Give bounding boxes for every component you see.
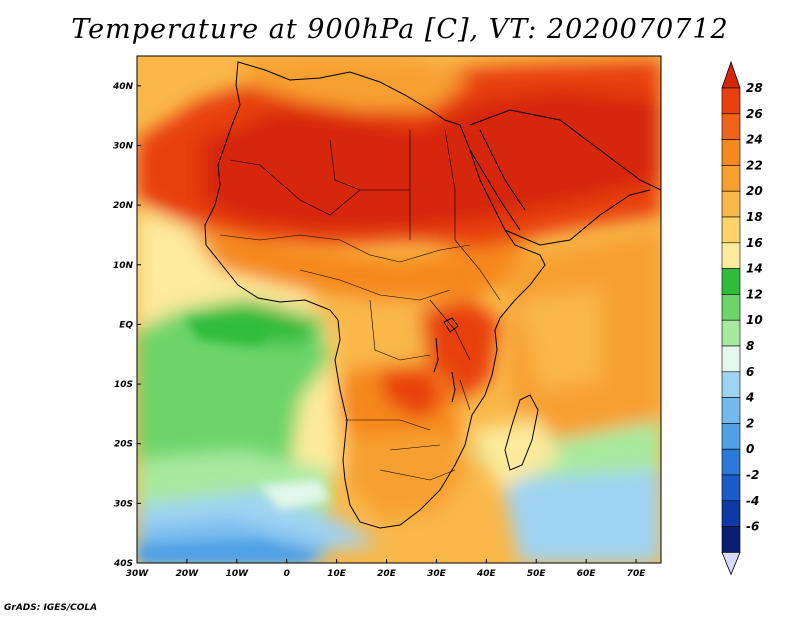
lat-tick-label: 40N [112, 82, 134, 92]
lat-tick-label: 10S [114, 380, 133, 390]
lat-tick-label: EQ [119, 320, 133, 330]
colorbar-swatch [721, 371, 741, 398]
colorbar-label: 26 [746, 107, 763, 121]
lat-tick-label: 10N [113, 261, 134, 271]
colorbar-swatch [721, 113, 741, 140]
lon-tick-label: 10W [226, 569, 250, 579]
lake-victoria [443, 317, 459, 333]
border-east [429, 239, 501, 411]
colorbar-swatch [721, 474, 741, 502]
colorbar-label: 4 [745, 391, 754, 405]
colorbar-swatch [721, 448, 741, 476]
field-med-22 [240, 56, 470, 110]
lon-tick-label: 40E [476, 569, 497, 579]
colorbar-swatch [721, 139, 741, 166]
colorbar-label: 16 [746, 236, 763, 250]
plot-frame [136, 55, 662, 564]
border-central [299, 269, 451, 361]
red-sea-coast [469, 129, 526, 231]
colorbar-label: 18 [746, 210, 763, 224]
lat-tick-label: 40S [113, 559, 133, 569]
field-south-ocean-4 [140, 540, 320, 563]
lake-tanganyika [433, 337, 439, 373]
colorbar-top-arrow [721, 60, 741, 89]
colorbar-swatch [721, 423, 741, 450]
border-south [345, 419, 456, 481]
lat-tick-label: 30S [114, 499, 133, 509]
madagascar-coastline [504, 394, 539, 471]
lake-malawi [451, 371, 456, 403]
field-kalahari-22 [345, 430, 470, 520]
lon-tick-label: 70E [627, 569, 647, 579]
field-guinea-green [190, 300, 325, 345]
colorbar-label: 24 [746, 133, 763, 147]
colorbar-label: 22 [746, 158, 763, 172]
map-title: Temperature at 900hPa [C], VT: 202007071… [71, 14, 729, 45]
coastlines [204, 61, 661, 529]
lon-tick-label: 20E [377, 569, 397, 579]
lon-tick-label: 0 [284, 569, 290, 579]
colorbar-label: 20 [746, 184, 763, 198]
colorbar-label: 14 [746, 262, 763, 276]
field-swell-light [260, 480, 330, 510]
field-mozambique-18 [470, 420, 560, 490]
colorbar-swatch [721, 216, 741, 244]
field-somali-20 [520, 290, 600, 390]
field-sahel-24 [190, 230, 530, 300]
colorbar-swatch [721, 319, 741, 347]
country-borders [219, 129, 501, 481]
longitude-axis: 30W 20W 10W 0 10E 20E 30E 40E 50E 60E 70E [126, 559, 646, 579]
colorbar-label: 6 [746, 365, 754, 379]
colorbar-swatch [721, 526, 741, 553]
colorbar-swatch [721, 242, 741, 269]
field-atlantic-14 [137, 300, 330, 480]
africa-coastline [204, 61, 546, 529]
colorbar-label: 10 [746, 313, 763, 327]
border-sahara-east [329, 129, 456, 240]
lon-tick-label: 50E [527, 569, 547, 579]
colorbar-swatch [721, 397, 741, 424]
colorbar-label: 8 [746, 339, 754, 353]
colorbar-label: -6 [746, 520, 759, 534]
colorbar-label: 0 [746, 442, 754, 456]
lat-tick-label: 30N [113, 141, 134, 151]
colorbar-swatch [721, 294, 741, 321]
colorbar-swatch [721, 165, 741, 192]
border-sahel [219, 234, 471, 263]
colorbar-swatch [721, 87, 741, 115]
arabia-coastline [469, 109, 661, 246]
colorbar-swatch [721, 190, 741, 218]
temperature-field [137, 56, 661, 563]
lon-tick-label: 30E [427, 569, 447, 579]
lakes [433, 317, 459, 403]
colorbar-swatch [721, 345, 741, 373]
colorbar-label: -4 [746, 494, 759, 508]
colorbar-swatch [721, 268, 741, 295]
colorbar-label: 12 [746, 287, 763, 301]
colorbar-label: -2 [746, 468, 759, 482]
field-guinea-coast-14 [185, 318, 270, 345]
field-sahara-28 [200, 90, 661, 230]
field-zambia-26 [380, 370, 445, 420]
lon-tick-label: 10E [327, 569, 347, 579]
latitude-axis: 40N 30N 20N 10N EQ 10S 20S 30S 40S [112, 82, 141, 569]
lon-tick-label: 30W [126, 569, 150, 579]
lon-tick-label: 60E [577, 569, 597, 579]
grads-credit: GrADS: IGES/COLA [4, 603, 98, 613]
colorbar-label: 28 [746, 81, 763, 95]
colorbar-swatch [721, 500, 741, 527]
lat-tick-label: 20S [114, 440, 133, 450]
colorbar-label: 2 [746, 416, 754, 430]
lon-tick-label: 20W [176, 569, 200, 579]
lat-tick-label: 20N [113, 201, 134, 211]
field-south-indian-cool [500, 450, 661, 563]
colorbar-bottom-arrow [721, 552, 741, 576]
